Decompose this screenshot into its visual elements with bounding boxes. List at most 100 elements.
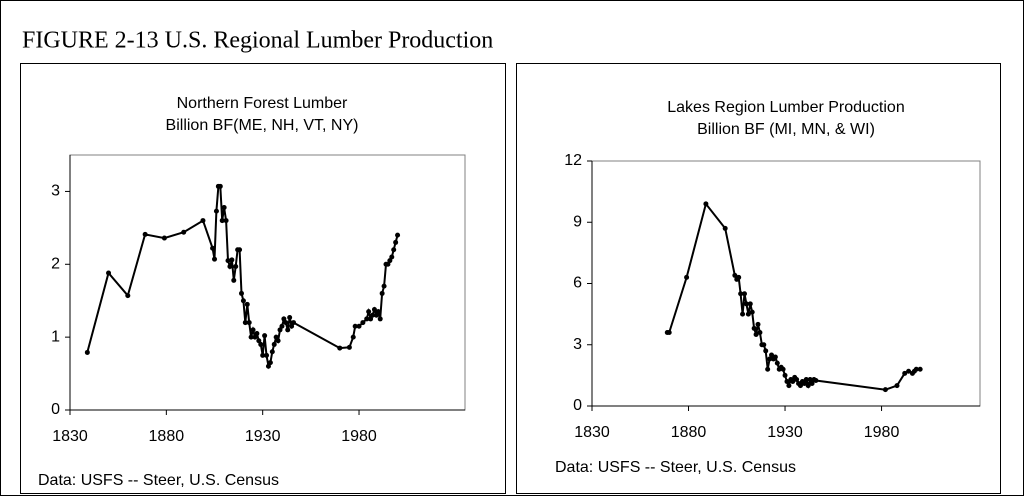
data-point: [260, 352, 266, 358]
data-point: [217, 183, 223, 189]
data-point: [200, 218, 206, 224]
data-point: [393, 239, 399, 245]
source-note: Data: USFS -- Steer, U.S. Census: [555, 459, 796, 476]
x-tick-label: 1930: [767, 424, 803, 441]
x-tick-label: 1980: [864, 424, 900, 441]
data-point: [395, 232, 401, 238]
data-point: [225, 258, 231, 264]
data-point: [745, 311, 751, 317]
data-point: [212, 256, 218, 262]
y-tick-label: 9: [573, 213, 582, 230]
data-point: [807, 376, 813, 382]
data-point: [254, 331, 260, 336]
data-point: [801, 381, 807, 387]
data-point: [125, 293, 131, 299]
data-point: [258, 341, 264, 347]
data-point: [761, 342, 767, 348]
data-point: [366, 309, 372, 315]
source-note: Data: USFS -- Steer, U.S. Census: [38, 472, 279, 489]
data-point: [275, 338, 281, 344]
data-point: [774, 360, 780, 366]
data-point: [722, 225, 728, 231]
y-tick-label: 3: [573, 336, 582, 353]
data-point: [751, 325, 757, 331]
data-point: [755, 321, 761, 327]
data-point: [738, 291, 744, 297]
data-point: [346, 344, 352, 350]
data-point: [233, 263, 239, 269]
data-point: [767, 356, 773, 362]
data-point: [229, 257, 235, 263]
data-point: [703, 201, 709, 207]
data-point: [381, 283, 387, 289]
y-tick-label: 12: [564, 152, 582, 169]
data-point: [279, 323, 285, 329]
data-point: [772, 354, 778, 360]
data-point: [238, 290, 244, 296]
data-point: [740, 311, 746, 317]
y-tick-label: 1: [51, 328, 60, 345]
data-point: [161, 235, 167, 241]
data-point: [221, 204, 227, 210]
data-point: [285, 327, 291, 333]
data-point: [794, 376, 800, 382]
data-point: [805, 383, 811, 389]
data-point: [283, 320, 289, 326]
data-point: [371, 306, 377, 312]
data-point: [784, 379, 790, 384]
data-point: [262, 333, 268, 339]
data-point: [780, 366, 786, 372]
data-point: [379, 290, 385, 296]
data-point: [913, 366, 919, 372]
chart-subtitle: Billion BF (MI, MN, & WI): [697, 121, 875, 138]
data-point: [749, 309, 755, 315]
data-point: [786, 383, 792, 389]
data-point: [906, 368, 912, 374]
data-point: [763, 348, 769, 354]
y-tick-label: 6: [573, 275, 582, 292]
data-point: [287, 314, 293, 320]
x-tick-label: 1980: [341, 428, 377, 445]
data-point: [797, 383, 803, 389]
x-tick-label: 1880: [671, 424, 707, 441]
y-tick-label: 3: [51, 183, 60, 200]
data-point: [757, 330, 763, 335]
data-point: [917, 366, 923, 372]
data-point: [227, 263, 233, 269]
data-point: [894, 383, 900, 389]
panel-frame: [20, 63, 506, 494]
data-point: [352, 323, 358, 329]
data-point: [370, 312, 376, 318]
chart-title: Northern Forest Lumber: [177, 95, 348, 112]
data-point: [389, 254, 395, 260]
data-point: [210, 245, 216, 251]
data-point: [246, 320, 252, 326]
data-point: [882, 387, 888, 393]
chart-subtitle: Billion BF(ME, NH, VT, NY): [166, 117, 359, 134]
data-point: [753, 332, 759, 338]
data-point: [269, 349, 275, 355]
data-point: [377, 316, 383, 322]
data-point: [356, 323, 362, 329]
data-point: [391, 247, 397, 253]
data-point: [813, 377, 819, 383]
data-point: [223, 218, 229, 224]
y-tick-label: 0: [573, 397, 582, 414]
chart-title: Lakes Region Lumber Production: [667, 99, 904, 116]
data-point: [231, 277, 237, 283]
y-tick-label: 2: [51, 256, 60, 273]
data-point: [803, 376, 809, 382]
data-point: [350, 334, 356, 340]
x-tick-label: 1830: [52, 428, 88, 445]
data-point: [242, 320, 248, 326]
data-point: [106, 270, 112, 276]
data-point: [809, 381, 815, 387]
data-point: [684, 274, 690, 280]
data-point: [244, 301, 250, 307]
data-point: [790, 379, 796, 384]
x-tick-label: 1930: [245, 428, 281, 445]
data-point: [782, 372, 788, 378]
y-tick-label: 0: [51, 401, 60, 418]
